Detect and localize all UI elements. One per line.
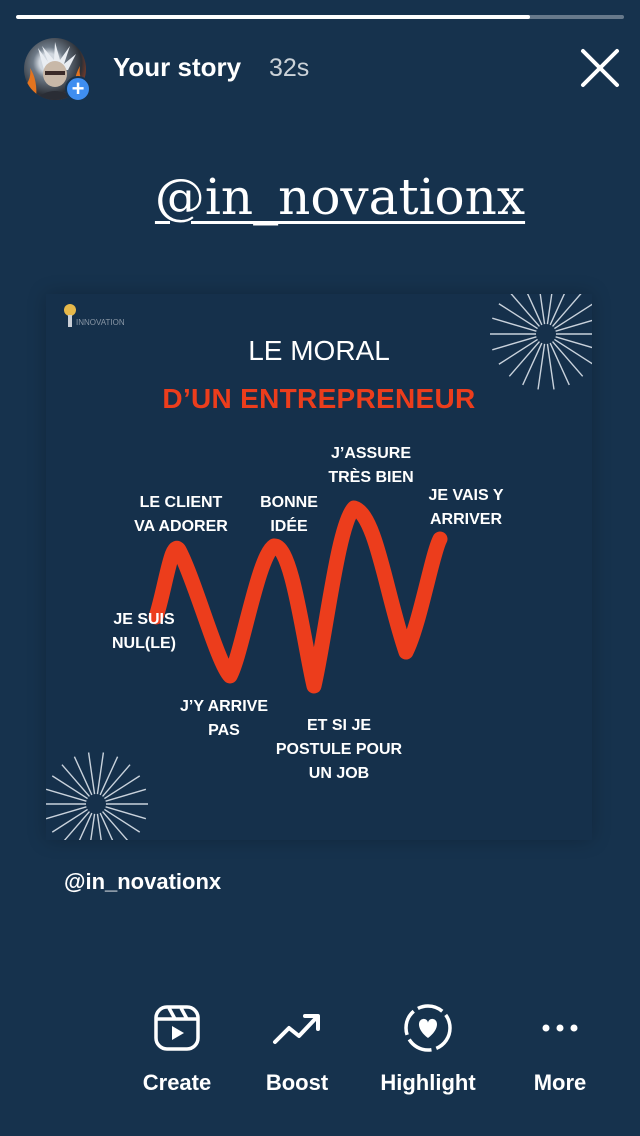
starburst-ray — [526, 294, 543, 326]
boost-label: Boost — [265, 1070, 329, 1095]
starburst-ray — [508, 341, 540, 377]
label-jy-arrive-pas: J’Y ARRIVE PAS — [159, 695, 289, 743]
starburst-ray — [492, 336, 537, 351]
label-line: UN JOB — [308, 765, 370, 782]
highlight-label: Highlight — [380, 1070, 476, 1095]
label-line: LE CLIENT — [139, 494, 223, 511]
starburst-ray — [552, 294, 582, 327]
starburst-ray — [73, 756, 93, 796]
card-logo-text: INNOVATION — [76, 318, 125, 327]
story-progress-bar — [16, 15, 624, 19]
starburst-ray — [99, 812, 114, 840]
starburst-ray — [96, 752, 105, 795]
mood-wave-line — [148, 500, 448, 694]
label-bonne-idee: BONNE IDÉE — [224, 491, 354, 539]
label-line: J’Y ARRIVE — [179, 698, 269, 715]
close-button[interactable] — [576, 44, 624, 92]
label-line: NUL(LE) — [112, 635, 176, 652]
mention-title[interactable]: @in_novationx — [0, 168, 640, 226]
starburst-ray — [492, 317, 537, 332]
card-logo-icon — [64, 304, 76, 327]
starburst-ray — [105, 806, 147, 820]
story-progress-fill — [16, 15, 531, 19]
starburst-ray — [102, 764, 131, 797]
story-timestamp: 32s — [269, 54, 310, 82]
label-line: J’ASSURE — [330, 445, 412, 462]
highlight-button[interactable]: Highlight — [373, 1002, 483, 1096]
starburst-ray — [549, 294, 566, 326]
label-line: BONNE — [260, 494, 318, 511]
starburst-ray — [87, 752, 96, 795]
create-label: Create — [142, 1070, 212, 1095]
more-dots-icon — [534, 1002, 586, 1054]
starburst-ray — [104, 808, 141, 833]
label-line: POSTULE POUR — [275, 741, 403, 758]
starburst-ray — [61, 764, 90, 797]
post-graphic — [46, 294, 592, 840]
mention-title-text: @in_novationx — [154, 168, 526, 226]
label-je-vais: JE VAIS Y ARRIVER — [401, 484, 531, 532]
label-line: TRÈS BIEN — [328, 469, 414, 486]
highlight-heart-icon — [402, 1002, 454, 1054]
starburst-ray — [539, 294, 546, 325]
starburst-bottom-left — [46, 752, 148, 840]
starburst-ray — [554, 303, 592, 330]
more-button[interactable]: More — [505, 1002, 615, 1096]
starburst-ray — [105, 788, 147, 802]
label-jassure: J’ASSURE TRÈS BIEN — [306, 442, 436, 490]
label-je-suis-nul: JE SUIS NUL(LE) — [79, 608, 209, 656]
starburst-ray — [99, 756, 119, 796]
starburst-ray — [96, 813, 102, 840]
starburst-ray — [46, 806, 87, 820]
starburst-ray — [510, 294, 540, 327]
starburst-ray — [51, 775, 88, 800]
label-et-si-je: ET SI JE POSTULE POUR UN JOB — [274, 714, 404, 786]
shared-post-card[interactable]: INNOVATION LE MORAL D’UN ENTREPRENEUR JE… — [46, 294, 592, 840]
starburst-ray — [104, 775, 141, 800]
post-subheading: D’UN ENTREPRENEUR — [162, 383, 476, 414]
close-icon — [581, 49, 619, 87]
starburst-ray — [552, 341, 584, 377]
mention-sticker[interactable]: @in_novationx — [64, 869, 222, 894]
more-label: More — [533, 1070, 587, 1095]
starburst-ray — [549, 342, 570, 386]
starburst-ray — [498, 338, 538, 365]
starburst-ray — [546, 294, 553, 325]
starburst-ray — [46, 788, 87, 802]
story-owner-label[interactable]: Your story — [113, 52, 242, 82]
starburst-ray — [51, 808, 88, 833]
starburst-ray — [90, 813, 96, 840]
starburst-ray — [555, 336, 592, 349]
starburst-ray — [63, 811, 90, 840]
starburst-ray — [554, 338, 592, 365]
reels-icon — [151, 1002, 203, 1054]
label-line: IDÉE — [270, 518, 308, 535]
label-line: ET SI JE — [306, 717, 372, 734]
starburst-ray — [555, 319, 592, 332]
post-heading: LE MORAL — [248, 335, 390, 366]
label-line: JE VAIS Y — [428, 487, 504, 504]
starburst-top-right — [490, 294, 592, 390]
starburst-ray — [546, 343, 555, 390]
add-story-badge[interactable]: + — [65, 76, 91, 102]
boost-button[interactable]: Boost — [242, 1002, 352, 1096]
label-line: PAS — [208, 722, 240, 739]
trending-up-icon — [271, 1002, 323, 1054]
label-le-client: LE CLIENT VA ADORER — [116, 491, 246, 539]
label-line: JE SUIS — [113, 611, 175, 628]
starburst-ray — [498, 303, 538, 330]
create-button[interactable]: Create — [122, 1002, 232, 1096]
starburst-ray — [537, 343, 546, 390]
label-line: ARRIVER — [429, 511, 502, 528]
label-line: VA ADORER — [134, 518, 228, 535]
starburst-ray — [522, 342, 543, 386]
starburst-ray — [78, 812, 93, 840]
starburst-ray — [102, 811, 129, 840]
